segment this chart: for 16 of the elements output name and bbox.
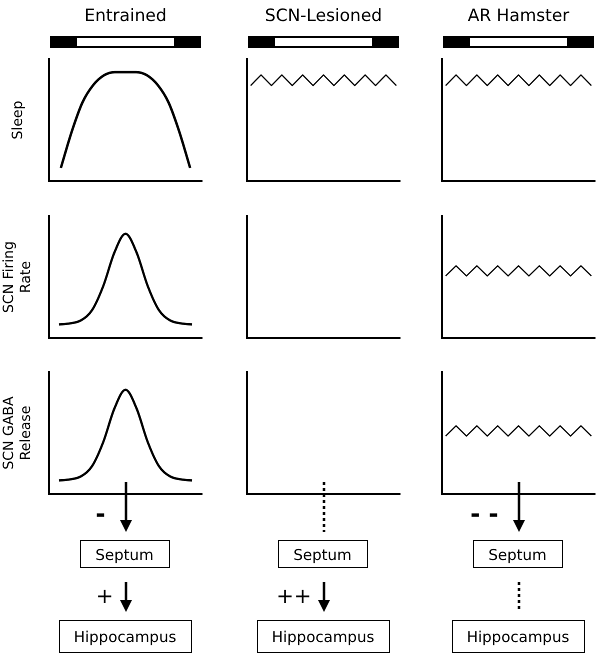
text: +	[94, 584, 114, 608]
text: ++	[275, 584, 312, 608]
y-axis-title: SCN Firing Rate	[1, 240, 35, 315]
text: Septum	[80, 540, 170, 568]
text: Hippocampus	[256, 620, 390, 653]
text: Septum	[472, 540, 562, 568]
text: Septum	[278, 540, 368, 568]
text: -	[94, 500, 106, 528]
chart-title: SCN-Lesioned	[264, 6, 384, 26]
y-axis-title: SCN GABA Release	[1, 395, 35, 472]
chart-title: Entrained	[83, 6, 168, 26]
y-axis-title: Sleep	[10, 100, 26, 140]
text: - -	[469, 500, 498, 528]
text: Hippocampus	[58, 620, 192, 653]
chart-title: AR Hamster	[466, 6, 570, 26]
text: Hippocampus	[452, 620, 584, 653]
